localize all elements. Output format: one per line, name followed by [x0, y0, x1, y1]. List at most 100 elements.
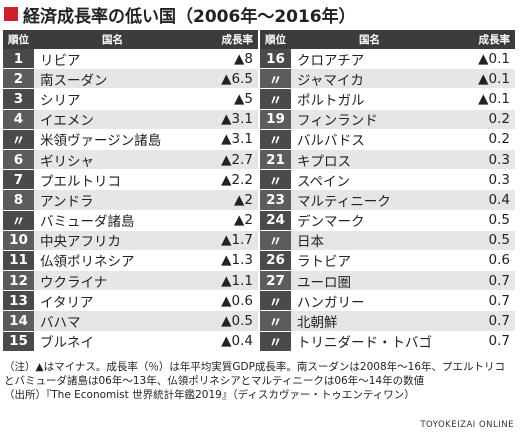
- footer: TOYOKEIZAI ONLINE: [420, 420, 514, 430]
- table-row: 1 リビア ▲8: [3, 49, 258, 70]
- table-row: 11 仏領ポリネシア ▲1.3: [3, 250, 258, 272]
- table-cell: 〃: [260, 311, 291, 331]
- table-cell: 0.6: [488, 252, 510, 269]
- table-cell: ▲2.2: [221, 171, 253, 188]
- table-row: 2 南スーダン ▲6.5: [3, 69, 258, 90]
- table-cell: ▲0.1: [478, 90, 510, 107]
- table-cell: ▲1.1: [191, 271, 258, 291]
- table-cell: ジャマイカ: [291, 69, 448, 89]
- table-cell: イタリア: [40, 294, 94, 311]
- title-icon: [4, 7, 18, 21]
- table-cell: ▲0.1: [478, 50, 510, 67]
- table-cell: ラトビア: [297, 254, 351, 271]
- table-cell: 19: [260, 109, 291, 129]
- table-row: 7 プエルトリコ ▲2.2: [3, 170, 258, 191]
- table-cell: マルティニーク: [291, 190, 448, 210]
- table-cell: ▲1.3: [221, 252, 253, 269]
- table-cell: 仏領ポリネシア: [40, 254, 135, 271]
- table-cell: 3: [3, 89, 34, 109]
- table-cell: 0.7: [448, 271, 515, 291]
- table-cell: 日本: [291, 230, 448, 250]
- table-cell: 2: [3, 69, 34, 89]
- table-cell: 0.2: [448, 109, 515, 129]
- table-cell: ハンガリー: [297, 294, 365, 311]
- table-cell: 13: [3, 291, 34, 311]
- table-cell: ▲2.7: [191, 149, 258, 170]
- table-cell: ▲2: [191, 190, 258, 210]
- table-row: 〃ポルトガル ▲0.1: [260, 89, 515, 110]
- table-row: 8 アンドラ ▲2: [3, 190, 258, 211]
- table-cell: 0.7: [448, 311, 515, 331]
- header-cell: 順位: [3, 30, 34, 49]
- table-cell: 〃: [260, 89, 291, 109]
- table-row: 21 キプロス 0.3: [260, 149, 515, 171]
- table-cell: ▲5: [234, 90, 253, 107]
- header-cell: 成長率: [478, 34, 511, 46]
- header-cell: 成長率: [221, 34, 254, 46]
- table-row: 13 イタリア ▲0.6: [3, 291, 258, 312]
- table-row: 6 ギリシャ ▲2.7: [3, 149, 258, 171]
- table-cell: ▲8: [234, 50, 253, 67]
- table-row: 〃バルバドス 0.2: [260, 129, 515, 150]
- table-cell: ▲0.1: [448, 69, 515, 89]
- table-cell: 11: [3, 250, 34, 271]
- table-cell: 0.2: [488, 131, 510, 148]
- table-row: 15 ブルネイ ▲0.4: [3, 331, 258, 352]
- header-cell: 国名: [359, 34, 380, 46]
- table-cell: 8: [3, 190, 34, 210]
- table-cell: 24: [260, 210, 291, 230]
- table-cell: イエメン: [34, 109, 191, 129]
- table-cell: 南スーダン: [34, 69, 191, 89]
- table-cell: 1: [3, 49, 34, 69]
- table-cell: キプロス: [291, 149, 448, 170]
- table-cell: ▲3.1: [191, 109, 258, 129]
- table-cell: 〃: [260, 331, 291, 351]
- table-row: 〃スペイン 0.3: [260, 170, 515, 191]
- table-cell: 14: [3, 311, 34, 331]
- table-row: 12 ウクライナ ▲1.1: [3, 271, 258, 292]
- table-row: 14 バハマ ▲0.5: [3, 311, 258, 332]
- table-cell: ▲0.6: [221, 292, 253, 309]
- header-row: 順位 国名 成長率: [260, 30, 515, 49]
- table-cell: 16: [260, 49, 291, 69]
- table-cell: 〃: [260, 129, 291, 149]
- table-row: 16 クロアチア ▲0.1: [260, 49, 515, 70]
- table-cell: フィンランド: [291, 109, 448, 129]
- table-cell: 0.3: [448, 149, 515, 170]
- table-cell: アンドラ: [34, 190, 191, 210]
- table-cell: トリニダード・トバゴ: [297, 335, 432, 352]
- table-cell: 〃: [3, 210, 34, 230]
- table-left: 順位 国名 成長率 1 リビア ▲8 2 南スーダン ▲6.5 3 シリア ▲5 4 イエメン ▲3.1 〃米…: [3, 30, 258, 352]
- table-row: 10 中央アフリカ ▲1.7: [3, 230, 258, 251]
- table-cell: 23: [260, 190, 291, 210]
- table-row: 27 ユーロ圏 0.7: [260, 271, 515, 292]
- header-cell: 国名: [102, 34, 123, 46]
- table-cell: 〃: [260, 230, 291, 250]
- table-cell: ギリシャ: [34, 149, 191, 170]
- table-cell: ▲3.1: [221, 131, 253, 148]
- table-cell: ウクライナ: [34, 271, 191, 291]
- table-row: 〃米領ヴァージン諸島 ▲3.1: [3, 129, 258, 150]
- table-row: 〃トリニダード・トバゴ 0.7: [260, 331, 515, 352]
- table-cell: 0.7: [488, 333, 510, 350]
- table-cell: 15: [3, 331, 34, 351]
- table-cell: 米領ヴァージン諸島: [40, 133, 162, 150]
- table-row: 19 フィンランド 0.2: [260, 109, 515, 130]
- table-cell: 〃: [3, 129, 34, 149]
- table-row: 3 シリア ▲5: [3, 89, 258, 110]
- table-cell: 26: [260, 250, 291, 271]
- table-cell: プエルトリコ: [40, 173, 121, 190]
- table-cell: バミューダ諸島: [40, 214, 135, 231]
- note: （出所）『The Economist 世界統計年鑑2019』（ディスカヴァー・ト…: [4, 389, 415, 401]
- notes: （注）▲はマイナス。成長率（％）は年平均実質GDP成長率。南スーダンは2008年…: [4, 360, 514, 402]
- table-cell: リビア: [40, 52, 81, 69]
- table-row: 〃ジャマイカ ▲0.1: [260, 69, 515, 90]
- table-cell: 〃: [260, 69, 291, 89]
- table-cell: 0.5: [448, 230, 515, 250]
- table-cell: 12: [3, 271, 34, 291]
- table-cell: ▲6.5: [191, 69, 258, 89]
- table-cell: 6: [3, 149, 34, 170]
- table-cell: ポルトガル: [297, 92, 365, 109]
- table-cell: ▲2: [234, 212, 253, 229]
